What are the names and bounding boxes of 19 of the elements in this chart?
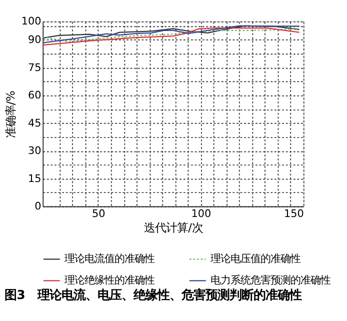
caption: 图3 理论电流、电压、绝缘性、危害预测判断的准确性	[4, 288, 302, 302]
y-tick-label: 45	[28, 117, 42, 130]
legend-label: 理论电流值的准确性	[64, 253, 154, 265]
y-tick-label: 60	[28, 90, 42, 102]
x-tick-label: 50	[92, 208, 106, 220]
line-series	[42, 28, 300, 42]
legend-label: 理论电压值的准确性	[210, 253, 300, 265]
y-tick-label: 90	[28, 34, 42, 46]
y-tick-label: 0	[34, 200, 42, 213]
legend-label: 电力系统危害预测的准确性	[210, 274, 330, 287]
y-tick-label: 100	[21, 16, 42, 28]
x-tick-label: 150	[284, 208, 304, 220]
x-tick-label: 100	[191, 208, 212, 220]
x-axis-title: 迭代计算/次	[144, 220, 203, 234]
y-tick-label: 30	[28, 145, 42, 158]
y-tick-label: 75	[28, 62, 42, 74]
y-axis-title: 准确率/%	[4, 90, 18, 138]
y-tick-label: 15	[28, 172, 42, 185]
legend-label: 理论绝缘性的准确性	[64, 274, 154, 287]
